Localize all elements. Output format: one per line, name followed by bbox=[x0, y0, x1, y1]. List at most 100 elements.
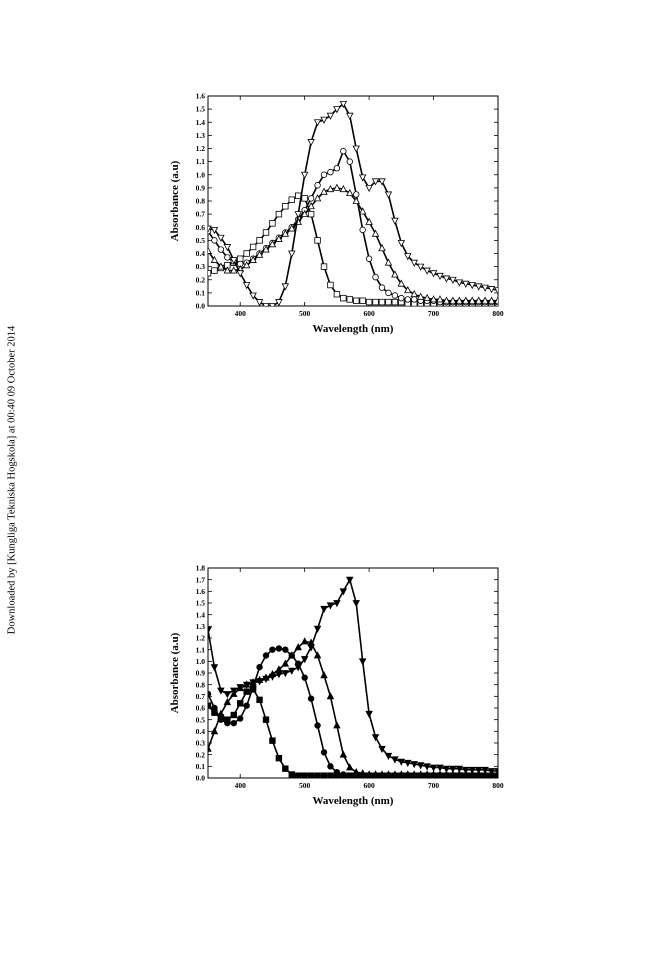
data-point bbox=[410, 259, 418, 267]
data-point bbox=[340, 147, 347, 155]
series-line bbox=[208, 102, 498, 306]
data-point bbox=[449, 770, 457, 778]
series-line bbox=[208, 688, 498, 777]
data-point bbox=[230, 719, 237, 727]
data-point bbox=[494, 287, 498, 295]
data-point bbox=[346, 158, 353, 165]
x-tick-label: 700 bbox=[428, 309, 440, 318]
y-tick-label: 1.3 bbox=[196, 131, 206, 140]
data-point bbox=[282, 765, 289, 772]
y-tick-label: 0.3 bbox=[196, 262, 206, 271]
data-point bbox=[327, 281, 334, 289]
data-point bbox=[371, 178, 380, 186]
data-point bbox=[358, 207, 367, 215]
data-point bbox=[314, 182, 321, 189]
data-point bbox=[391, 756, 399, 764]
data-point bbox=[404, 286, 412, 294]
x-tick-label: 800 bbox=[492, 309, 504, 318]
series-4 bbox=[208, 576, 498, 776]
y-tick-label: 0.7 bbox=[196, 692, 206, 701]
data-point bbox=[282, 646, 289, 653]
data-point bbox=[384, 770, 393, 778]
data-point bbox=[385, 298, 392, 306]
y-tick-label: 0.3 bbox=[196, 739, 206, 748]
data-point bbox=[237, 700, 244, 707]
data-point bbox=[423, 770, 431, 778]
data-point bbox=[346, 763, 354, 771]
data-point bbox=[208, 744, 212, 752]
data-point bbox=[365, 298, 373, 306]
data-point bbox=[307, 139, 315, 147]
data-point bbox=[340, 294, 347, 302]
data-point bbox=[327, 763, 334, 770]
data-point bbox=[281, 283, 290, 291]
series-line bbox=[208, 149, 498, 303]
data-point bbox=[217, 262, 225, 270]
data-point bbox=[275, 234, 283, 242]
data-point bbox=[326, 692, 335, 700]
data-point bbox=[411, 296, 418, 303]
data-point bbox=[346, 188, 354, 197]
data-point bbox=[397, 240, 406, 248]
x-tick-label: 700 bbox=[428, 781, 440, 790]
y-tick-label: 0.6 bbox=[196, 223, 206, 232]
y-tick-label: 0.6 bbox=[196, 704, 206, 713]
data-point bbox=[397, 758, 406, 766]
data-point bbox=[378, 244, 386, 252]
data-point bbox=[255, 678, 264, 686]
data-point bbox=[494, 296, 498, 304]
data-point bbox=[262, 229, 270, 236]
data-point bbox=[462, 766, 470, 775]
data-point bbox=[208, 269, 212, 277]
data-point bbox=[242, 681, 251, 689]
data-point bbox=[243, 702, 250, 709]
data-point bbox=[365, 770, 373, 778]
data-point bbox=[359, 297, 366, 304]
data-point bbox=[365, 255, 373, 262]
data-point bbox=[346, 576, 354, 584]
data-point bbox=[230, 266, 238, 274]
data-point bbox=[281, 670, 290, 678]
y-tick-label: 1.6 bbox=[196, 587, 206, 596]
data-point bbox=[314, 722, 321, 729]
data-point bbox=[410, 770, 418, 778]
y-tick-label: 1.4 bbox=[196, 118, 206, 127]
x-axis-title: Wavelength (nm) bbox=[313, 323, 394, 335]
y-tick-label: 0.1 bbox=[196, 288, 206, 297]
data-point bbox=[230, 257, 238, 265]
data-point bbox=[307, 202, 315, 210]
data-point bbox=[410, 289, 418, 298]
data-point bbox=[474, 296, 483, 304]
data-point bbox=[372, 273, 379, 281]
data-point bbox=[352, 767, 360, 776]
series-4 bbox=[208, 100, 498, 306]
data-point bbox=[449, 296, 457, 304]
data-point bbox=[307, 195, 315, 202]
data-point bbox=[224, 719, 231, 727]
data-point bbox=[455, 296, 464, 304]
data-point bbox=[468, 766, 476, 775]
data-point bbox=[365, 710, 373, 719]
series-line bbox=[208, 647, 498, 777]
data-point bbox=[333, 600, 341, 608]
data-point bbox=[249, 292, 257, 300]
data-point bbox=[404, 770, 412, 778]
data-point bbox=[391, 292, 399, 299]
data-point bbox=[320, 171, 328, 178]
data-point bbox=[397, 279, 406, 287]
data-point bbox=[378, 298, 386, 306]
data-point bbox=[300, 656, 309, 664]
data-point bbox=[249, 243, 257, 251]
data-point bbox=[211, 237, 218, 244]
data-point bbox=[307, 772, 315, 778]
y-tick-label: 1.2 bbox=[196, 634, 206, 643]
data-point bbox=[275, 671, 283, 679]
data-point bbox=[294, 211, 302, 219]
y-tick-label: 0.4 bbox=[196, 249, 206, 258]
data-point bbox=[262, 652, 270, 659]
data-point bbox=[313, 119, 322, 127]
y-tick-label: 1.5 bbox=[196, 105, 206, 114]
data-point bbox=[236, 270, 244, 278]
data-point bbox=[481, 766, 489, 775]
